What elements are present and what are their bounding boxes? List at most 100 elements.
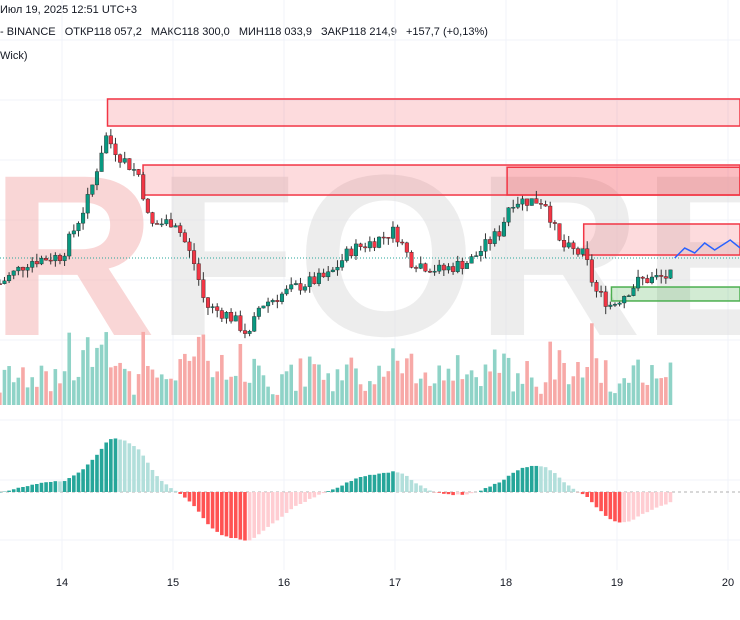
volume-bar	[650, 365, 654, 405]
candle-body	[599, 291, 604, 293]
candle-body	[562, 240, 567, 248]
candles	[0, 129, 673, 339]
volume-bar	[331, 391, 335, 405]
candle-body	[381, 236, 386, 239]
oscillator-bar	[331, 489, 335, 492]
oscillator-bar	[136, 449, 141, 492]
oscillator-bar	[30, 484, 35, 492]
candle-body	[492, 231, 497, 244]
candle-body	[307, 276, 312, 287]
volume-bar	[506, 357, 511, 405]
volume-bar	[150, 369, 155, 405]
volume-bar	[497, 372, 502, 405]
candle-body	[515, 203, 520, 208]
oscillator-bar	[613, 492, 617, 522]
oscillator-bar	[35, 484, 39, 492]
oscillator-bar	[289, 492, 294, 510]
oscillator-bar	[122, 440, 127, 492]
oscillator-bar	[206, 492, 210, 525]
supply-zone	[506, 166, 740, 196]
volume-bar	[386, 371, 391, 405]
volume-bar	[2, 369, 7, 405]
candle-body	[640, 276, 645, 279]
volume-bar	[340, 380, 344, 405]
oscillator-bar	[0, 492, 2, 493]
oscillator-bar	[511, 472, 516, 492]
candle-body	[224, 312, 229, 319]
volume-bar	[169, 378, 173, 405]
volume-bar	[48, 391, 53, 405]
oscillator-bar	[247, 492, 252, 541]
oscillator-bar	[627, 492, 631, 522]
volume-bar	[483, 364, 488, 405]
volume-bar	[451, 380, 455, 405]
volume-bar	[516, 373, 520, 405]
volume-bar	[312, 364, 317, 405]
oscillator-bar	[506, 475, 511, 492]
candle-body	[94, 171, 99, 186]
oscillator-bar	[349, 481, 354, 492]
oscillator-bar	[640, 492, 645, 514]
candle-body	[636, 276, 641, 289]
oscillator-bar	[566, 485, 571, 492]
volume-bar	[645, 384, 650, 405]
volume-bar	[35, 386, 39, 405]
candle-body	[150, 212, 155, 224]
candle-body	[0, 283, 2, 285]
oscillator-bar	[7, 490, 11, 492]
oscillator-bar	[368, 474, 372, 492]
candle-body	[210, 306, 215, 308]
close-value: ЗАКР118 214,9	[321, 26, 397, 38]
volume-bar	[118, 362, 122, 405]
oscillator-bar	[437, 492, 442, 493]
oscillator-bar	[317, 492, 321, 495]
candle-body	[529, 198, 534, 206]
candle-body	[617, 302, 622, 305]
supply-zone	[142, 164, 740, 196]
candle-body	[270, 300, 275, 303]
volume-bar	[608, 391, 613, 405]
volume-bar	[284, 371, 289, 405]
candle-body	[67, 233, 72, 257]
candle-body	[414, 267, 419, 269]
volume-bar	[146, 365, 150, 405]
oscillator-bar	[21, 487, 25, 492]
candle-body	[649, 276, 654, 284]
volume-bar	[469, 370, 474, 405]
candle-body	[182, 232, 187, 243]
candle-body	[229, 312, 234, 322]
candle-body	[201, 279, 206, 298]
volume-bar	[636, 359, 640, 405]
oscillator-bar	[645, 492, 650, 513]
oscillator-bar	[502, 479, 506, 492]
volume-bar	[289, 364, 294, 405]
x-tick-label: 18	[500, 577, 512, 589]
candle-body	[141, 174, 146, 200]
candle-body	[266, 301, 271, 307]
oscillator-bar	[451, 492, 455, 496]
candle-body	[127, 158, 132, 170]
oscillator-bar	[548, 470, 553, 492]
candle-body	[483, 239, 488, 252]
volume-bar	[122, 368, 127, 405]
volume-bar	[557, 350, 562, 405]
volume-bar	[428, 385, 432, 405]
candle-body	[303, 286, 308, 291]
volume-bar	[229, 376, 233, 405]
candle-body	[252, 316, 257, 332]
volume-bar	[58, 383, 62, 405]
oscillator-bar	[372, 474, 377, 492]
candle-body	[566, 242, 571, 248]
oscillator-bar	[39, 482, 44, 492]
indicator-label[interactable]: Wick)	[0, 50, 28, 62]
oscillator-bar	[48, 481, 53, 492]
volume-bar	[627, 382, 631, 405]
oscillator-bar	[155, 476, 159, 492]
volume-bar	[576, 362, 580, 405]
candle-body	[543, 204, 548, 207]
volume-bar	[543, 382, 548, 405]
oscillator-bar	[312, 492, 317, 498]
candle-body	[215, 306, 220, 311]
volume-bar	[381, 376, 386, 405]
